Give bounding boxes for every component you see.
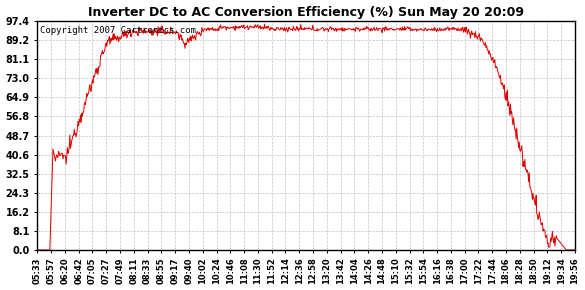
Title: Inverter DC to AC Conversion Efficiency (%) Sun May 20 20:09: Inverter DC to AC Conversion Efficiency … xyxy=(88,6,524,19)
Text: Copyright 2007 Cartronics.com: Copyright 2007 Cartronics.com xyxy=(40,26,196,35)
